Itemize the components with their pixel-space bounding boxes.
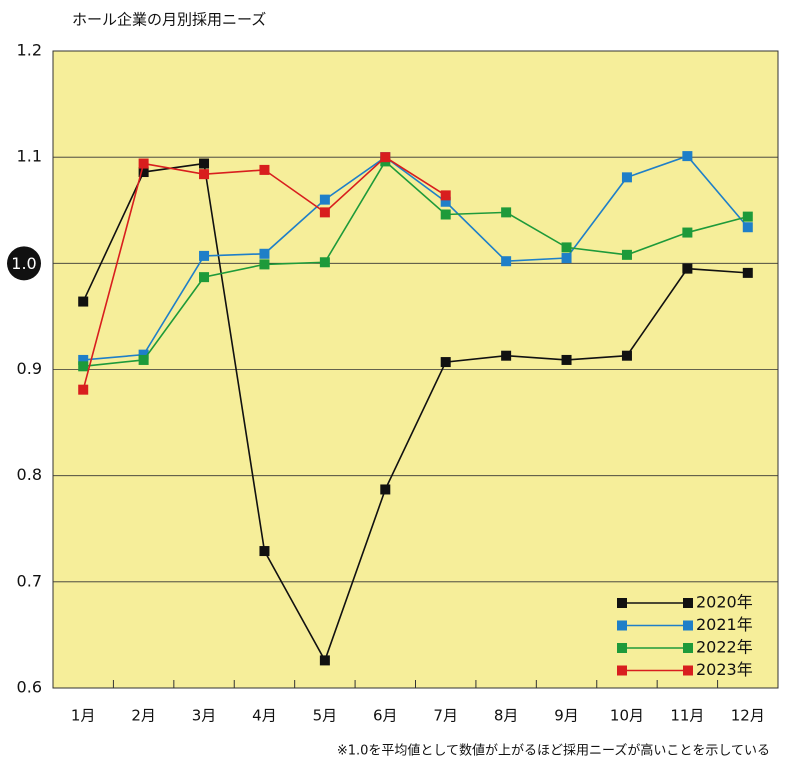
data-point: [78, 296, 89, 307]
data-point: [319, 207, 330, 218]
data-point: [199, 169, 210, 180]
data-point: [501, 256, 512, 267]
data-point: [682, 151, 693, 162]
data-point: [440, 209, 451, 220]
legend-marker: [617, 598, 627, 608]
y-tick-label: 1.1: [17, 147, 42, 166]
x-tick-label: 9月: [554, 707, 579, 725]
series-line: [83, 160, 748, 368]
x-tick-label: 7月: [433, 707, 458, 725]
legend-marker: [617, 643, 627, 653]
y-tick-label: 1.0: [11, 254, 36, 273]
data-point: [380, 152, 391, 163]
y-tick-label: 0.7: [17, 571, 42, 590]
data-point: [621, 249, 632, 260]
series-line: [82, 162, 748, 663]
data-point: [561, 253, 572, 264]
x-tick-label: 4月: [252, 707, 277, 725]
x-tick-label: 1月: [71, 707, 96, 725]
x-tick-label: 8月: [494, 707, 519, 725]
tick-highlight: [7, 246, 41, 281]
data-point: [259, 248, 270, 259]
data-point: [440, 357, 451, 368]
data-point: [78, 354, 89, 365]
series: [78, 158, 753, 666]
data-point: [259, 546, 270, 557]
chart-title: ホール企業の月別採用ニーズ: [72, 11, 266, 29]
data-point: [138, 354, 149, 365]
legend-label: 2020年: [696, 593, 753, 612]
data-point: [78, 361, 89, 372]
series: [78, 152, 451, 395]
data-point: [78, 384, 89, 395]
data-point: [199, 272, 210, 283]
y-tick-label: 0.9: [17, 359, 42, 378]
x-tick-label: 5月: [313, 707, 338, 725]
legend-label: 2021年: [696, 615, 753, 634]
data-point: [138, 158, 149, 169]
data-point: [501, 207, 512, 218]
footnote: ※1.0を平均値として数値が上がるほど採用ニーズが高いことを示している: [337, 743, 770, 759]
data-point: [199, 158, 210, 169]
x-tick-label: 11月: [670, 707, 704, 725]
x-tick-label: 2月: [131, 707, 156, 725]
data-point: [742, 267, 753, 278]
data-point: [138, 167, 149, 178]
data-point: [259, 164, 270, 175]
data-point: [561, 242, 572, 253]
data-point: [742, 211, 753, 222]
x-tick-label: 6月: [373, 707, 398, 725]
y-tick-label: 1.2: [17, 41, 42, 60]
legend-marker: [617, 620, 627, 631]
data-point: [380, 484, 391, 495]
data-point: [259, 259, 270, 270]
data-point: [501, 350, 512, 361]
legend-marker: [683, 643, 693, 653]
legend-marker: [683, 665, 693, 676]
y-tick-label: 0.6: [17, 678, 42, 697]
x-tick-label: 12月: [731, 707, 765, 725]
legend-marker: [683, 598, 693, 608]
data-point: [742, 222, 753, 233]
data-point: [319, 194, 330, 205]
data-point: [199, 250, 210, 261]
data-point: [561, 354, 572, 365]
y-tick-label: 0.8: [17, 465, 42, 484]
data-point: [319, 655, 330, 666]
data-point: [319, 257, 330, 268]
legend-marker: [683, 620, 693, 631]
x-tick-label: 10月: [610, 707, 644, 725]
legend-marker: [617, 665, 627, 676]
data-point: [682, 227, 693, 238]
data-point: [440, 196, 451, 207]
data-point: [138, 349, 149, 360]
data-point: [440, 190, 451, 201]
x-tick-label: 3月: [192, 707, 217, 725]
legend-label: 2022年: [696, 638, 753, 657]
data-point: [621, 172, 632, 183]
legend-label: 2023年: [696, 660, 753, 679]
data-point: [682, 263, 693, 274]
series-line: [83, 155, 749, 361]
data-point: [621, 350, 632, 361]
